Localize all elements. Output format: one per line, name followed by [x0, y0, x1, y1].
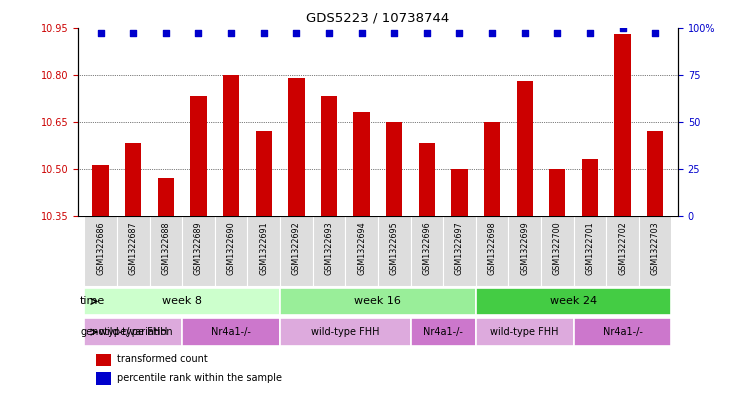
Point — [421, 30, 433, 36]
Bar — [93, 165, 109, 215]
Text: week 8: week 8 — [162, 296, 202, 307]
Bar — [223, 75, 239, 215]
Text: GSM1322699: GSM1322699 — [520, 221, 529, 275]
FancyBboxPatch shape — [606, 215, 639, 286]
Text: wild-type FHH: wild-type FHH — [491, 327, 559, 337]
Bar — [549, 169, 565, 215]
Point — [356, 30, 368, 36]
Text: GSM1322693: GSM1322693 — [325, 221, 333, 275]
Point — [551, 30, 563, 36]
FancyBboxPatch shape — [345, 215, 378, 286]
Text: GSM1322701: GSM1322701 — [585, 221, 594, 275]
FancyBboxPatch shape — [476, 215, 508, 286]
Bar — [96, 373, 111, 385]
FancyBboxPatch shape — [247, 215, 280, 286]
FancyBboxPatch shape — [280, 318, 411, 346]
FancyBboxPatch shape — [476, 288, 671, 315]
Text: GSM1322694: GSM1322694 — [357, 221, 366, 275]
Point — [193, 30, 205, 36]
Bar — [256, 131, 272, 215]
Text: GSM1322698: GSM1322698 — [488, 221, 496, 275]
Bar — [353, 112, 370, 215]
Bar — [386, 121, 402, 215]
Text: GSM1322697: GSM1322697 — [455, 221, 464, 275]
Bar — [516, 81, 533, 215]
Point — [584, 30, 596, 36]
FancyBboxPatch shape — [150, 215, 182, 286]
Text: Nr4a1-/-: Nr4a1-/- — [211, 327, 251, 337]
FancyBboxPatch shape — [378, 215, 411, 286]
Text: GSM1322692: GSM1322692 — [292, 221, 301, 275]
FancyBboxPatch shape — [411, 318, 476, 346]
Text: GSM1322700: GSM1322700 — [553, 221, 562, 275]
Point — [95, 30, 107, 36]
Point — [486, 30, 498, 36]
Point — [649, 30, 661, 36]
Text: week 24: week 24 — [550, 296, 597, 307]
Text: GSM1322688: GSM1322688 — [162, 221, 170, 275]
Point — [160, 30, 172, 36]
Point — [323, 30, 335, 36]
FancyBboxPatch shape — [215, 215, 247, 286]
Text: week 16: week 16 — [354, 296, 402, 307]
FancyBboxPatch shape — [476, 318, 574, 346]
Bar — [96, 354, 111, 366]
FancyBboxPatch shape — [117, 215, 150, 286]
Bar — [190, 96, 207, 215]
Text: wild-type FHH: wild-type FHH — [311, 327, 379, 337]
Text: genotype/variation: genotype/variation — [80, 327, 173, 337]
Text: Nr4a1-/-: Nr4a1-/- — [602, 327, 642, 337]
Text: GSM1322703: GSM1322703 — [651, 221, 659, 275]
Point — [258, 30, 270, 36]
FancyBboxPatch shape — [84, 288, 280, 315]
FancyBboxPatch shape — [639, 215, 671, 286]
Point — [388, 30, 400, 36]
Text: GSM1322690: GSM1322690 — [227, 221, 236, 275]
Bar — [647, 131, 663, 215]
FancyBboxPatch shape — [280, 288, 476, 315]
Bar — [451, 169, 468, 215]
Text: wild-type FHH: wild-type FHH — [99, 327, 167, 337]
Bar — [419, 143, 435, 215]
Point — [225, 30, 237, 36]
FancyBboxPatch shape — [313, 215, 345, 286]
Point — [127, 30, 139, 36]
FancyBboxPatch shape — [182, 215, 215, 286]
FancyBboxPatch shape — [280, 215, 313, 286]
Text: GSM1322702: GSM1322702 — [618, 221, 627, 275]
Text: time: time — [80, 296, 105, 307]
Text: GSM1322689: GSM1322689 — [194, 221, 203, 275]
FancyBboxPatch shape — [574, 215, 606, 286]
Bar — [125, 143, 142, 215]
Text: GSM1322696: GSM1322696 — [422, 221, 431, 275]
Bar — [288, 78, 305, 215]
Point — [519, 30, 531, 36]
Point — [453, 30, 465, 36]
Text: GSM1322691: GSM1322691 — [259, 221, 268, 275]
FancyBboxPatch shape — [574, 318, 671, 346]
Point — [290, 30, 302, 36]
Text: percentile rank within the sample: percentile rank within the sample — [117, 373, 282, 383]
Bar — [158, 178, 174, 215]
Text: transformed count: transformed count — [117, 354, 207, 364]
FancyBboxPatch shape — [84, 318, 182, 346]
Bar — [321, 96, 337, 215]
FancyBboxPatch shape — [443, 215, 476, 286]
Bar — [582, 159, 598, 215]
FancyBboxPatch shape — [84, 215, 117, 286]
Text: GSM1322695: GSM1322695 — [390, 221, 399, 275]
Bar — [614, 34, 631, 215]
FancyBboxPatch shape — [508, 215, 541, 286]
FancyBboxPatch shape — [182, 318, 280, 346]
FancyBboxPatch shape — [411, 215, 443, 286]
Point — [617, 24, 628, 31]
Bar — [484, 121, 500, 215]
FancyBboxPatch shape — [541, 215, 574, 286]
Text: GSM1322687: GSM1322687 — [129, 221, 138, 275]
Text: GSM1322686: GSM1322686 — [96, 221, 105, 275]
Text: Nr4a1-/-: Nr4a1-/- — [423, 327, 463, 337]
Title: GDS5223 / 10738744: GDS5223 / 10738744 — [306, 12, 450, 25]
